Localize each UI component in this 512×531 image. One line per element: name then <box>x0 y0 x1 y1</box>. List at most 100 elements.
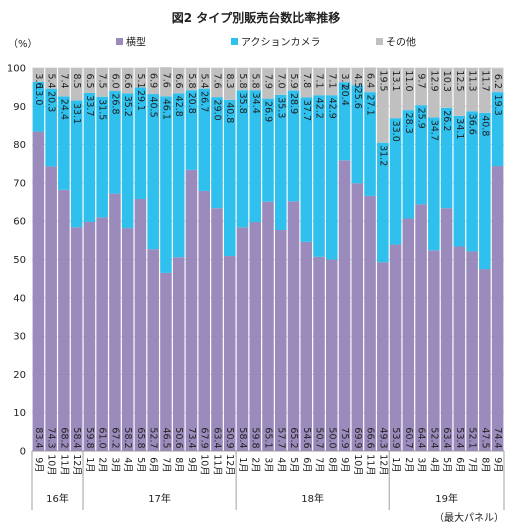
x-tick-label: 12月 <box>377 454 388 476</box>
bar-segment <box>70 100 83 228</box>
bar-segment <box>45 88 57 167</box>
x-tick-label: 11月 <box>58 454 69 476</box>
year-label: 19年 <box>435 492 458 505</box>
bar-segment <box>466 251 478 451</box>
y-axis-unit-label: （%） <box>8 38 38 50</box>
bar-segment <box>83 68 96 93</box>
value-label: 40.5 <box>148 96 159 117</box>
value-labels: 83.4 13.03.6 74.3 20.3 5.4 68.2 24.4 7.4 58.4 33.… <box>33 70 503 448</box>
bar-segment <box>479 269 491 451</box>
value-label: 7.9 <box>263 74 274 89</box>
value-label: 7.4 <box>58 73 69 88</box>
bar-segment <box>109 193 121 451</box>
value-label: 11.0 <box>403 70 414 91</box>
bar-segment <box>262 68 274 99</box>
year-label: 16年 <box>46 492 69 505</box>
value-label: 58.4 <box>71 427 82 448</box>
value-label: 5.9 <box>288 73 299 88</box>
bar-segment <box>491 92 504 167</box>
bar-segment <box>338 68 351 83</box>
bar-segment <box>185 169 198 452</box>
value-label: 29.1 <box>135 90 146 111</box>
bar-segment <box>364 92 376 196</box>
bar-segment <box>172 93 185 258</box>
value-label: 26.2 <box>441 110 452 131</box>
value-label: 5.4 <box>46 73 57 88</box>
x-tick-label: 4月 <box>428 457 439 473</box>
value-label: 54.6 <box>301 427 312 448</box>
bar-segment <box>287 201 300 451</box>
bar-segment <box>415 204 427 451</box>
bar-segment <box>211 97 223 209</box>
value-label: 37.7 <box>301 100 312 121</box>
x-tick-label: 6月 <box>454 457 465 473</box>
value-label: 7.6 <box>211 73 222 88</box>
x-tick-label: 5月 <box>441 457 452 473</box>
value-label: 10.3 <box>441 71 452 92</box>
value-label: 35.2 <box>122 96 133 117</box>
value-label: 6.2 <box>492 74 503 89</box>
bar-segment <box>453 68 466 116</box>
bar-segment <box>326 68 338 96</box>
bar-segment <box>377 142 389 263</box>
value-label: 34.7 <box>428 120 439 141</box>
x-tick-label: 1月 <box>84 457 95 473</box>
bar-segment <box>300 67 313 98</box>
bar-segment <box>338 160 351 452</box>
bar-segment <box>274 230 287 451</box>
year-label: 17年 <box>148 492 171 505</box>
value-label: 12.9 <box>428 70 439 91</box>
bar-segment <box>351 183 364 451</box>
value-label: 50.7 <box>314 427 325 448</box>
bar-segment <box>262 98 274 202</box>
value-label: 24.4 <box>58 99 69 120</box>
bar-segment <box>491 166 504 451</box>
y-tick-label: 80 <box>13 140 26 151</box>
value-label: 74.4 <box>492 427 503 448</box>
legend-label: 横型 <box>126 36 146 49</box>
bar-segment <box>274 68 287 95</box>
year-label: 18年 <box>301 492 324 505</box>
x-tick-label: 5月 <box>288 457 299 473</box>
legend-label: その他 <box>386 36 416 49</box>
value-label: 64.4 <box>416 427 427 448</box>
value-label: 42.9 <box>326 98 337 119</box>
legend-swatch <box>116 38 123 45</box>
y-tick-label: 40 <box>13 293 26 304</box>
bar-segment <box>121 68 134 94</box>
value-label: 20.3 <box>46 91 57 112</box>
value-label: 5.8 <box>250 73 261 88</box>
bar-segment <box>428 117 440 251</box>
value-label: 40.8 <box>224 102 235 123</box>
x-tick-label: 12月 <box>71 454 82 476</box>
value-label: 52.4 <box>428 427 439 448</box>
x-tick-label: 1月 <box>237 457 248 473</box>
x-tick-label: 4月 <box>122 457 133 473</box>
bar-segment <box>415 68 427 106</box>
bar-segment <box>147 67 159 95</box>
value-label: 25.6 <box>352 88 363 109</box>
value-label: 63.4 <box>211 427 222 448</box>
legend-swatch <box>231 38 238 45</box>
value-label: 31.5 <box>97 99 108 120</box>
bar-segment <box>58 68 70 97</box>
value-label: 4.5 <box>352 73 363 88</box>
bar-segment <box>364 195 376 451</box>
bar-segment <box>313 95 325 257</box>
bar-segment <box>466 68 478 112</box>
value-label: 12.5 <box>454 70 465 91</box>
value-label: 6.0 <box>109 73 120 88</box>
value-label: 42.2 <box>314 98 325 119</box>
bar-segment <box>262 201 274 451</box>
bar-segment <box>109 90 121 194</box>
value-label: 33.0 <box>390 121 401 142</box>
bar-segment <box>415 105 427 205</box>
x-tick-label: 8月 <box>479 457 490 473</box>
y-tick-label: 50 <box>13 255 26 266</box>
value-label: 58.4 <box>237 427 248 448</box>
bar-segment <box>428 250 440 451</box>
y-tick-label: 100 <box>7 64 26 75</box>
value-label: 63.4 <box>441 427 452 448</box>
value-label: 25.9 <box>416 108 427 129</box>
